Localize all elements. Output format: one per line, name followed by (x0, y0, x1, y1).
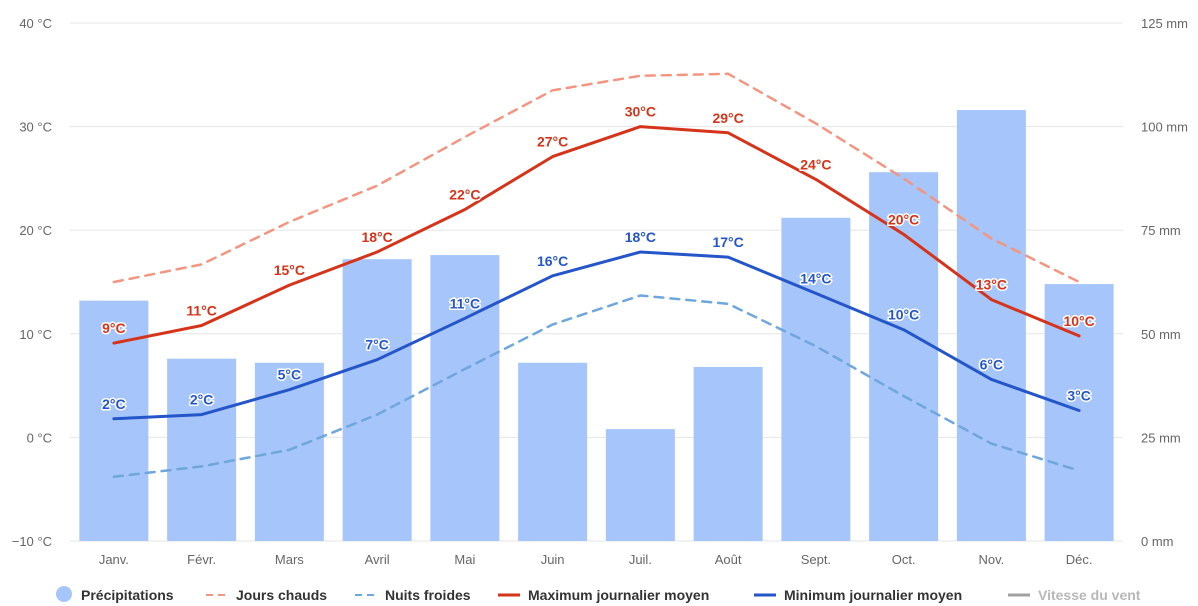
data-label: 2°C (102, 396, 126, 412)
precipitation-bar (79, 300, 149, 541)
chart-plot: 40 °C 125 mm 30 °C 100 mm 20 °C 75 mm 10 °C 50 … (12, 16, 1188, 567)
x-axis-tick-label: Févr. (187, 552, 216, 567)
precipitation-bar (693, 366, 763, 541)
x-axis-tick-label: Juil. (629, 552, 652, 567)
x-axis-tick-label: Sept. (801, 552, 831, 567)
data-label: 29°C (712, 110, 743, 126)
legend-item-minimum[interactable]: Minimum journalier moyen (754, 585, 962, 605)
legend-dot (56, 585, 72, 602)
precipitation-bar (605, 429, 675, 541)
data-label: 18°C (361, 229, 392, 245)
x-axis-tick-label: Nov. (978, 552, 1004, 567)
left-axis-tick-label: 30 °C (19, 120, 52, 135)
data-label: 24°C (800, 156, 831, 172)
legend-label: Vitesse du vent (1038, 587, 1141, 603)
x-axis-tick-label: Oct. (892, 552, 916, 567)
series-line (112, 250, 1081, 421)
precipitation-bar (781, 217, 851, 541)
data-label: 7°C (365, 337, 389, 353)
legend-item-vent[interactable]: Vitesse du vent (1008, 585, 1140, 605)
dashed-series-line (112, 72, 1081, 284)
legend-label: Jours chauds (236, 587, 328, 603)
legend-circle-icon (55, 585, 73, 606)
right-axis-tick-label: 125 mm (1141, 16, 1188, 31)
legend-item-jours-chauds[interactable]: Jours chauds (206, 585, 327, 605)
data-label: 15°C (274, 262, 305, 278)
data-label: 30°C (625, 104, 656, 120)
precipitation-bar (167, 358, 237, 541)
x-axis-tick-label: Juin (541, 552, 565, 567)
legend-label: Nuits froides (385, 587, 471, 603)
precipitation-bar (518, 362, 588, 541)
data-label: 27°C (537, 134, 568, 150)
data-label: 6°C (980, 356, 1004, 372)
legend-label: Précipitations (81, 587, 174, 603)
chart-legend: Précipitations Jours chauds Nuits froide… (0, 585, 1198, 605)
data-label: 16°C (537, 253, 568, 269)
precipitation-bar (430, 255, 500, 541)
right-axis-tick-label: 100 mm (1141, 120, 1188, 135)
data-label: 13°C (976, 277, 1007, 293)
data-label: 3°C (1067, 387, 1091, 403)
data-label: 11°C (186, 303, 217, 319)
right-axis-tick-label: 25 mm (1141, 430, 1181, 445)
series-line (112, 125, 1081, 345)
precipitation-bar (869, 172, 939, 541)
x-axis-tick-label: Déc. (1066, 552, 1093, 567)
precipitation-bar (342, 259, 412, 541)
x-axis-tick-label: Janv. (99, 552, 129, 567)
x-axis-tick-label: Mars (275, 552, 304, 567)
right-axis-tick-label: 75 mm (1141, 223, 1181, 238)
data-label: 17°C (712, 234, 743, 250)
left-axis-tick-label: 20 °C (19, 223, 52, 238)
right-axis-tick-label: 0 mm (1141, 534, 1174, 549)
data-label: 10°C (888, 307, 919, 323)
legend-line-icon (498, 587, 520, 603)
left-axis-tick-label: 10 °C (19, 327, 52, 342)
data-label: 5°C (278, 367, 302, 383)
legend-label: Minimum journalier moyen (784, 587, 963, 603)
legend-dash-icon (355, 587, 377, 603)
data-label: 14°C (800, 270, 831, 286)
x-axis-tick-label: Mai (454, 552, 475, 567)
data-label: 10°C (1063, 313, 1094, 329)
dashed-series-line (112, 294, 1081, 479)
legend-line-icon (1008, 587, 1030, 603)
data-label: 22°C (449, 186, 480, 202)
x-axis-tick-label: Août (715, 552, 742, 567)
data-label: 2°C (190, 392, 214, 408)
data-label: 20°C (888, 211, 919, 227)
legend-item-maximum[interactable]: Maximum journalier moyen (498, 585, 709, 605)
precipitation-bar (254, 362, 324, 541)
legend-item-precipitations[interactable]: Précipitations (55, 585, 174, 605)
legend-dash-icon (206, 587, 228, 603)
legend-label: Maximum journalier moyen (528, 587, 710, 603)
precipitation-bar (956, 110, 1026, 542)
legend-line-icon (754, 587, 776, 603)
data-label: 18°C (625, 229, 656, 245)
left-axis-tick-label: −10 °C (12, 534, 52, 549)
x-axis-tick-label: Avril (365, 552, 390, 567)
legend-item-nuits-froides[interactable]: Nuits froides (355, 585, 471, 605)
data-label: 9°C (102, 320, 126, 336)
data-label: 11°C (450, 295, 481, 311)
left-axis-tick-label: 0 °C (27, 430, 52, 445)
right-axis-tick-label: 50 mm (1141, 327, 1181, 342)
left-axis-tick-label: 40 °C (19, 16, 52, 31)
